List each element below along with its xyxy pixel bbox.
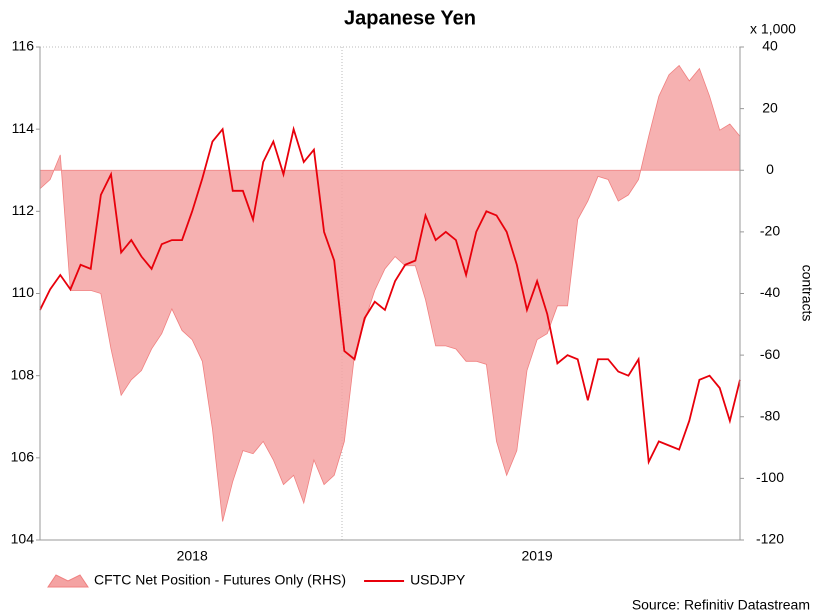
y2-axis-label: contracts xyxy=(799,265,815,322)
y-tick-label: 116 xyxy=(12,38,35,54)
y2-tick-label: -60 xyxy=(760,346,780,362)
x-tick-label: 2018 xyxy=(177,548,208,564)
line xyxy=(39,125,741,466)
y2-tick-label: -20 xyxy=(760,223,780,239)
y2-tick-label: 0 xyxy=(766,161,774,177)
y2-tick-label: -40 xyxy=(760,284,780,300)
legend-swatch xyxy=(47,574,89,588)
y2-unit: x 1,000 xyxy=(750,21,796,37)
y2-tick-label: 40 xyxy=(762,38,778,54)
y2-tick-label: -120 xyxy=(756,531,784,547)
y-tick-label: 104 xyxy=(11,531,35,547)
y-tick-label: 112 xyxy=(12,202,35,218)
y-tick-label: 106 xyxy=(11,449,35,465)
y-tick-label: 114 xyxy=(12,120,35,136)
chart-title: Japanese Yen xyxy=(344,7,476,29)
y-tick-label: 108 xyxy=(11,366,35,382)
source: Source: Refinitiv Datastream xyxy=(632,597,810,613)
y-tick-label: 110 xyxy=(12,284,35,300)
y2-tick-label: 20 xyxy=(762,99,778,115)
y2-tick-label: -80 xyxy=(760,407,780,423)
legend-label: USDJPY xyxy=(410,572,466,588)
area xyxy=(39,64,741,522)
y2-tick-label: -100 xyxy=(756,469,784,485)
x-tick-label: 2019 xyxy=(522,548,553,564)
legend-label: CFTC Net Position - Futures Only (RHS) xyxy=(94,572,346,588)
